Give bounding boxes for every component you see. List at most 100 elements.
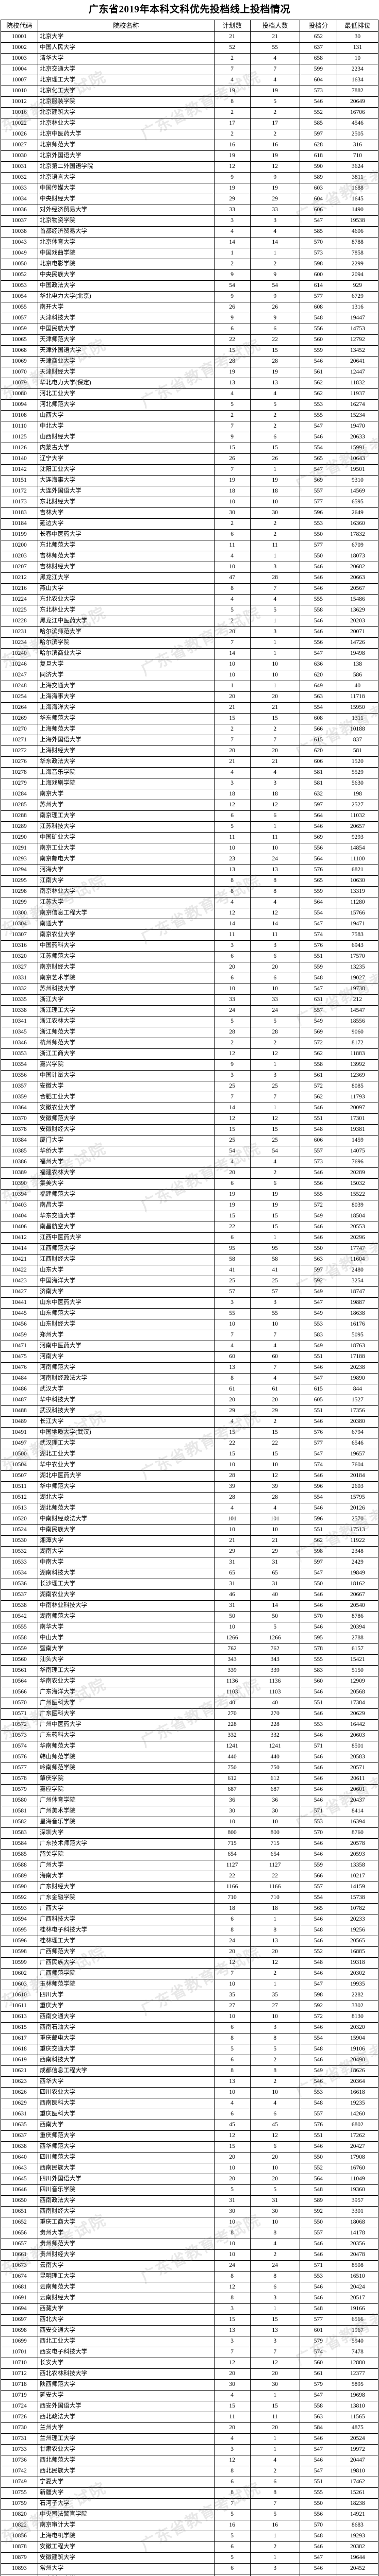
table-row: 10645 四川外国语大学 20 20 564 11049 (0, 2173, 379, 2185)
cell-plan-count: 8 (213, 1924, 251, 1936)
cell-school-code: 10298 (0, 886, 39, 897)
cell-score: 596 (299, 1481, 337, 1493)
cell-school-name: 燕山大学 (38, 583, 215, 595)
cell-score: 573 (299, 247, 337, 259)
cell-school-name: 北京中医药大学 (38, 128, 215, 140)
cell-admitted-count: 20 (250, 2422, 300, 2434)
cell-school-name: 河南师范大学 (38, 1362, 215, 1374)
cell-school-name: 南昌航空大学 (38, 1221, 215, 1233)
cell-school-code: 10412 (0, 1232, 39, 1244)
cell-min-rank: 5940 (336, 2335, 379, 2347)
cell-score: 597 (299, 128, 337, 140)
cell-plan-count: 19 (213, 182, 251, 194)
cell-min-rank: 19471 (336, 918, 379, 930)
cell-score: 546 (299, 1913, 337, 1925)
cell-min-rank: 5095 (336, 1329, 379, 1341)
cell-min-rank: 7858 (336, 247, 379, 259)
cell-admitted-count: 10 (250, 1459, 300, 1471)
cell-plan-count: 8 (213, 886, 251, 897)
cell-score: 583 (299, 1329, 337, 1341)
cell-school-name: 江西师范大学 (38, 1243, 215, 1255)
table-row: 10694 西藏大学 3 1 548 19166 (0, 2303, 379, 2315)
cell-admitted-count: 9 (250, 172, 300, 183)
table-row: 10068 天津外国语大学 15 15 559 13452 (0, 345, 379, 357)
cell-score: 559 (299, 345, 337, 357)
cell-min-rank: 20437 (336, 1794, 379, 1806)
table-row: 10489 长江大学 4 2 546 20380 (0, 1416, 379, 1428)
cell-min-rank: 11604 (336, 1253, 379, 1265)
cell-plan-count: 4 (213, 1416, 251, 1428)
table-row: 10010 北京化工大学 19 19 573 7882 (0, 85, 379, 97)
cell-school-name: 广州美术学院 (38, 1805, 215, 1817)
cell-plan-count: 12 (213, 1113, 251, 1125)
cell-school-code: 10710 (0, 2357, 39, 2369)
cell-admitted-count: 2 (250, 1167, 300, 1179)
cell-school-code: 10491 (0, 1427, 39, 1438)
table-row: 10712 西北农林科技大学 20 20 561 12377 (0, 2368, 379, 2380)
cell-min-rank: 20364 (336, 2076, 379, 2088)
cell-school-name: 中央财经大学 (38, 193, 215, 205)
cell-plan-count: 52 (213, 42, 251, 54)
cell-school-code: 10320 (0, 951, 39, 962)
cell-school-code: 10294 (0, 864, 39, 876)
cell-school-code: 10327 (0, 961, 39, 973)
cell-plan-count: 36 (213, 1794, 251, 1806)
cell-school-code: 10271 (0, 734, 39, 746)
cell-school-code: 10578 (0, 1773, 39, 1785)
cell-min-rank: 20478 (336, 2249, 379, 2261)
cell-min-rank: 17908 (336, 2151, 379, 2163)
cell-admitted-count: 31 (250, 1578, 300, 1590)
cell-min-rank: 19644 (336, 2552, 379, 2564)
cell-admitted-count: 1103 (250, 1686, 300, 1698)
cell-score: 550 (299, 1243, 337, 1255)
table-row: 10576 韩山师范学院 440 440 546 20583 (0, 1751, 379, 1763)
cell-school-code: 10001 (0, 31, 39, 43)
cell-school-code: 10423 (0, 1275, 39, 1287)
table-row: 10617 重庆邮电大学 8 8 554 15904 (0, 2032, 379, 2044)
cell-min-rank: 15950 (336, 702, 379, 714)
cell-school-name: 云南师范大学 (38, 2281, 215, 2293)
cell-school-code: 10285 (0, 799, 39, 811)
cell-school-code: 10635 (0, 2119, 39, 2131)
cell-min-rank: 30 (336, 31, 379, 43)
cell-score: 620 (299, 745, 337, 757)
cell-school-name: 清华大学 (38, 53, 215, 64)
cell-admitted-count: 2 (250, 2054, 300, 2066)
cell-admitted-count: 28 (250, 572, 300, 584)
table-row: 10034 中央财经大学 29 29 604 1645 (0, 193, 379, 205)
cell-min-rank: 17356 (336, 1405, 379, 1417)
cell-score: 549 (299, 1308, 337, 1319)
cell-school-name: 成都信息工程大学 (38, 2065, 215, 2077)
table-row: 10530 湘潭大学 21 21 562 11922 (0, 1535, 379, 1547)
cell-school-code: 10699 (0, 2335, 39, 2347)
cell-plan-count: 2 (213, 258, 251, 270)
cell-school-name: 大连外国语大学 (38, 485, 215, 497)
cell-school-name: 湖北工业大学 (38, 1448, 215, 1460)
cell-school-name: 广东财经大学 (38, 1881, 215, 1893)
cell-min-rank: 1967 (336, 2325, 379, 2336)
cell-school-name: 安徽建筑大学 (38, 2552, 215, 2564)
cell-plan-count: 10 (213, 658, 251, 670)
cell-min-rank: 7604 (336, 1459, 379, 1471)
cell-school-name: 南京工业大学 (38, 842, 215, 854)
table-row: 10618 重庆交通大学 5 5 548 19106 (0, 2043, 379, 2055)
cell-plan-count: 14 (213, 1102, 251, 1114)
cell-min-rank: 19849 (336, 1567, 379, 1579)
cell-school-name: 湖北大学 (38, 1492, 215, 1503)
cell-plan-count: 21 (213, 31, 251, 43)
cell-admitted-count: 1 (250, 680, 300, 692)
cell-school-code: 10512 (0, 1492, 39, 1503)
cell-plan-count: 7 (213, 1091, 251, 1103)
cell-school-name: 中国传媒大学 (38, 182, 215, 194)
cell-school-name: 嘉兴学院 (38, 1059, 215, 1071)
cell-admitted-count: 11 (250, 832, 300, 843)
cell-plan-count: 10 (213, 496, 251, 508)
cell-score: 552 (299, 2162, 337, 2174)
cell-min-rank: 4606 (336, 226, 379, 238)
cell-min-rank: 11718 (336, 691, 379, 703)
cell-score: 637 (299, 42, 337, 54)
cell-school-code: 10304 (0, 918, 39, 930)
cell-plan-count: 6 (213, 323, 251, 335)
cell-score: 547 (299, 983, 337, 995)
cell-min-rank: 19256 (336, 1924, 379, 1936)
